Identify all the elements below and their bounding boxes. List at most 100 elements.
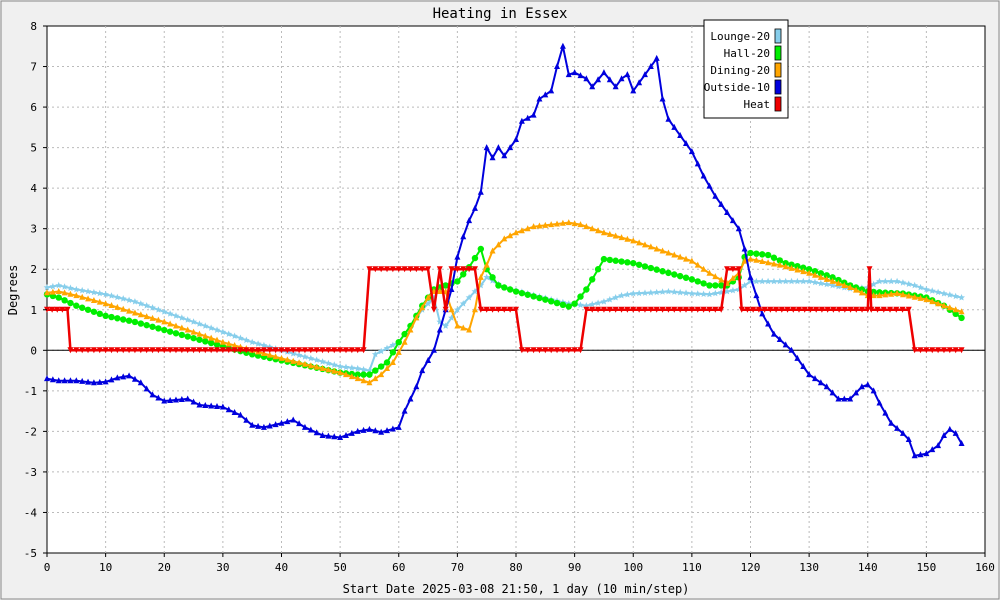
data-point xyxy=(899,306,906,313)
data-point xyxy=(677,306,684,313)
data-point xyxy=(307,362,314,369)
data-point xyxy=(114,303,121,310)
series-heat xyxy=(44,266,965,354)
data-point xyxy=(887,306,894,313)
data-point xyxy=(342,363,350,371)
data-point xyxy=(770,330,777,337)
data-point xyxy=(442,322,450,329)
data-point xyxy=(113,293,121,301)
data-point xyxy=(460,271,467,278)
data-point xyxy=(225,406,232,413)
series-layer xyxy=(43,42,965,459)
data-point xyxy=(595,76,602,83)
data-point xyxy=(371,350,379,358)
data-point xyxy=(659,306,666,313)
data-point xyxy=(366,266,373,273)
data-point xyxy=(923,450,930,457)
data-point xyxy=(782,263,789,270)
data-point xyxy=(137,320,144,327)
data-point xyxy=(73,292,80,299)
data-point xyxy=(636,306,643,313)
data-point xyxy=(788,264,795,271)
data-point xyxy=(190,334,197,342)
data-point xyxy=(114,315,121,322)
data-point xyxy=(565,219,572,226)
data-point xyxy=(126,347,133,354)
data-point xyxy=(853,306,860,313)
data-point xyxy=(190,328,197,335)
data-point xyxy=(102,312,109,320)
data-point xyxy=(952,292,960,300)
data-point xyxy=(744,306,751,313)
data-point xyxy=(330,361,338,368)
data-point xyxy=(337,347,344,354)
data-point xyxy=(958,294,965,301)
data-point xyxy=(137,347,144,354)
data-point xyxy=(90,308,98,315)
data-point xyxy=(166,310,174,317)
data-point xyxy=(284,347,291,354)
data-point xyxy=(172,322,179,329)
data-point xyxy=(155,394,162,401)
data-point xyxy=(513,136,519,143)
data-point xyxy=(360,347,367,354)
data-point xyxy=(378,428,385,435)
data-point xyxy=(61,289,68,296)
data-point xyxy=(120,316,127,323)
data-point xyxy=(436,288,443,295)
data-point xyxy=(641,71,648,78)
data-point xyxy=(776,335,783,342)
data-point xyxy=(337,433,344,440)
data-point xyxy=(266,343,274,350)
data-point xyxy=(79,377,86,384)
data-point xyxy=(800,363,807,370)
data-point xyxy=(202,347,209,354)
data-point xyxy=(683,306,690,313)
x-axis-label: Start Date 2025-03-08 21:50, 1 day (10 m… xyxy=(343,582,690,596)
data-point xyxy=(817,279,825,287)
data-point xyxy=(260,341,268,349)
data-point xyxy=(108,376,115,383)
data-point xyxy=(935,442,942,449)
data-point xyxy=(383,359,391,366)
data-point xyxy=(700,290,707,297)
data-point xyxy=(108,347,115,354)
data-point xyxy=(78,286,86,294)
data-point xyxy=(49,306,56,313)
series-outside-10 xyxy=(44,42,965,459)
data-point xyxy=(594,299,602,306)
legend-label: Outside-10 xyxy=(704,81,770,94)
data-point xyxy=(647,63,654,70)
x-tick-label: 100 xyxy=(623,561,643,574)
data-point xyxy=(149,323,156,330)
data-point xyxy=(372,427,379,434)
data-point xyxy=(700,280,707,287)
data-point xyxy=(90,288,98,296)
legend-swatch xyxy=(774,79,782,95)
data-point xyxy=(243,416,250,423)
data-point xyxy=(384,266,391,273)
data-point xyxy=(723,287,731,295)
data-point xyxy=(905,435,912,442)
y-tick-label: 5 xyxy=(30,142,37,155)
data-point xyxy=(653,245,660,252)
data-point xyxy=(331,367,338,374)
data-point xyxy=(671,306,678,313)
data-point xyxy=(665,269,672,277)
y-tick-label: -5 xyxy=(24,547,37,560)
x-tick-label: 140 xyxy=(858,561,878,574)
data-point xyxy=(149,314,156,321)
data-point xyxy=(683,255,690,262)
data-point xyxy=(859,306,866,313)
data-point xyxy=(773,306,780,313)
data-point xyxy=(694,306,701,313)
data-point xyxy=(765,320,772,327)
data-point xyxy=(125,317,133,324)
data-point xyxy=(301,360,308,367)
data-point xyxy=(758,277,766,285)
data-point xyxy=(741,257,748,264)
data-point xyxy=(934,288,942,296)
data-point xyxy=(735,285,743,293)
data-point xyxy=(448,306,455,313)
